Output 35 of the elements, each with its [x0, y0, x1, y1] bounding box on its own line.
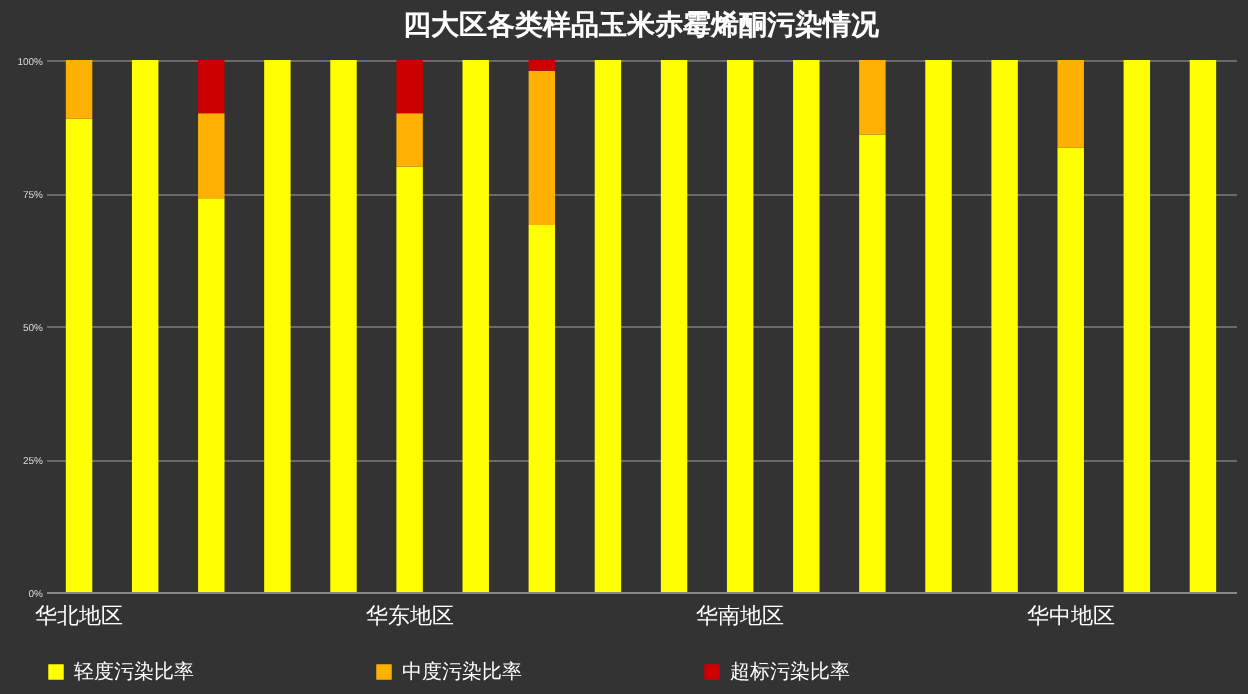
x-tick-label: 华东地区 [365, 603, 454, 629]
legend-label: 超标污染比率 [730, 660, 850, 684]
bar [396, 113, 423, 167]
bar [859, 134, 886, 592]
bar [198, 113, 225, 199]
bar [726, 60, 754, 592]
bar [1057, 60, 1084, 148]
x-tick-label: 华北地区 [35, 603, 124, 629]
bar [462, 60, 489, 592]
bar [65, 60, 93, 119]
x-tick-label: 华南地区 [696, 603, 785, 629]
bar [65, 118, 93, 592]
bar [131, 60, 159, 592]
chart-title: 四大区各类样品玉米赤霉烯酮污染情况 [403, 8, 881, 42]
x-tick-label: 华中地区 [1026, 603, 1115, 629]
bar [793, 60, 820, 592]
bar [528, 60, 556, 71]
bar [1057, 147, 1084, 592]
bar [528, 224, 556, 592]
bar [594, 60, 622, 592]
bar [198, 198, 225, 592]
bar [264, 60, 291, 592]
bar [528, 70, 556, 225]
bar [991, 60, 1018, 592]
bar [859, 60, 886, 135]
bar [660, 60, 688, 592]
bar [1123, 60, 1151, 592]
bar [396, 60, 423, 114]
bar [330, 60, 357, 592]
legend-label: 轻度污染比率 [74, 660, 194, 684]
legend-label: 中度污染比率 [402, 660, 522, 684]
bar [396, 166, 423, 592]
bar [925, 60, 952, 592]
bar [198, 60, 225, 114]
bar [1189, 60, 1217, 592]
